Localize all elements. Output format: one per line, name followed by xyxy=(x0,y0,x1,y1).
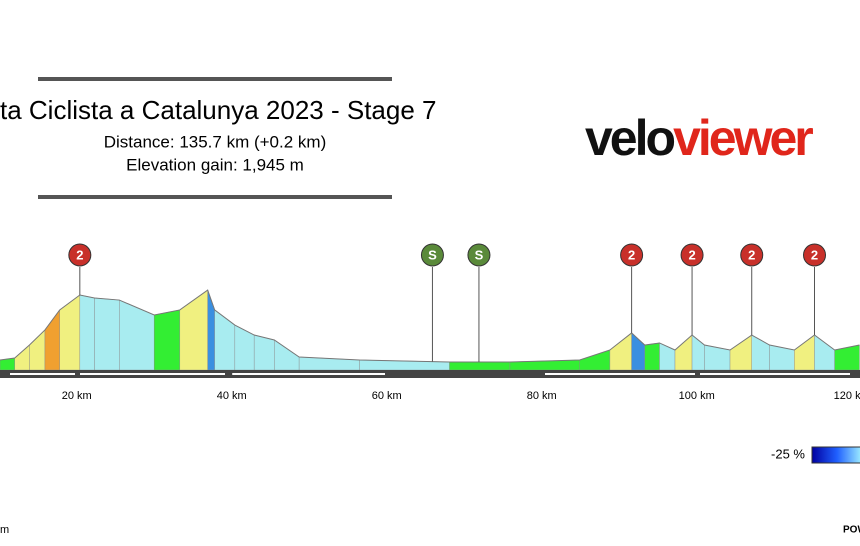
marker-badge xyxy=(803,243,827,267)
x-tick-label: 120 km xyxy=(834,390,860,402)
x-tick-label: 60 km xyxy=(372,390,402,402)
profile-segment xyxy=(729,334,752,371)
marker-badge xyxy=(467,243,491,267)
profile-line xyxy=(0,289,860,363)
profile-segment xyxy=(154,309,180,371)
marker-badge xyxy=(680,243,704,267)
marker-badge xyxy=(420,243,444,267)
x-tick-label: 80 km xyxy=(527,390,557,402)
profile-segment xyxy=(14,344,30,371)
profile-segment xyxy=(449,361,511,371)
footer-text: m xyxy=(0,524,9,536)
profile-segment xyxy=(29,329,46,371)
chart-title: ta Ciclista a Catalunya 2023 - Stage 7 xyxy=(0,95,436,125)
profile-segment xyxy=(794,334,815,371)
marker-badge xyxy=(740,243,764,267)
marker-label: 2 xyxy=(748,247,755,262)
profile-segment xyxy=(814,334,835,371)
profile-segment xyxy=(674,334,693,371)
x-tick-label: 20 km xyxy=(62,390,92,402)
profile-segment xyxy=(179,289,208,371)
road xyxy=(0,370,860,378)
subtitle: Distance: 135.7 km (+0.2 km) xyxy=(104,132,327,151)
profile-segment xyxy=(214,309,236,371)
marker-label: 2 xyxy=(76,247,83,262)
profile-segment xyxy=(79,294,95,371)
marker-label: 2 xyxy=(628,247,635,262)
x-tick-label: 100 km xyxy=(679,390,715,402)
legend-gradient xyxy=(811,446,860,464)
marker-label: 2 xyxy=(811,247,818,262)
marker-badge xyxy=(620,243,644,267)
subtitle: Elevation gain: 1,945 m xyxy=(126,155,304,174)
marker-label: 2 xyxy=(688,247,695,262)
road-dashes xyxy=(10,373,850,375)
logo-part: velo xyxy=(585,110,675,166)
legend-label: -25 % xyxy=(771,446,805,461)
profile-segment xyxy=(644,342,660,371)
marker-label: S xyxy=(475,247,484,262)
logo-part: viewer xyxy=(673,110,813,166)
profile-segment xyxy=(579,349,611,371)
profile-segment xyxy=(119,299,155,371)
logo: veloviewer xyxy=(585,110,813,166)
x-tick-label: 40 km xyxy=(217,390,247,402)
profile-segment xyxy=(59,294,81,371)
marker-label: S xyxy=(428,247,437,262)
footer-text: POW xyxy=(843,525,860,536)
marker-badge xyxy=(68,243,92,267)
profile-segment xyxy=(207,289,215,371)
profile-segment xyxy=(44,309,60,371)
profile-segment xyxy=(94,297,120,371)
profile-segment xyxy=(609,332,632,371)
profile-segment xyxy=(234,324,255,371)
profile-segment xyxy=(253,334,275,371)
